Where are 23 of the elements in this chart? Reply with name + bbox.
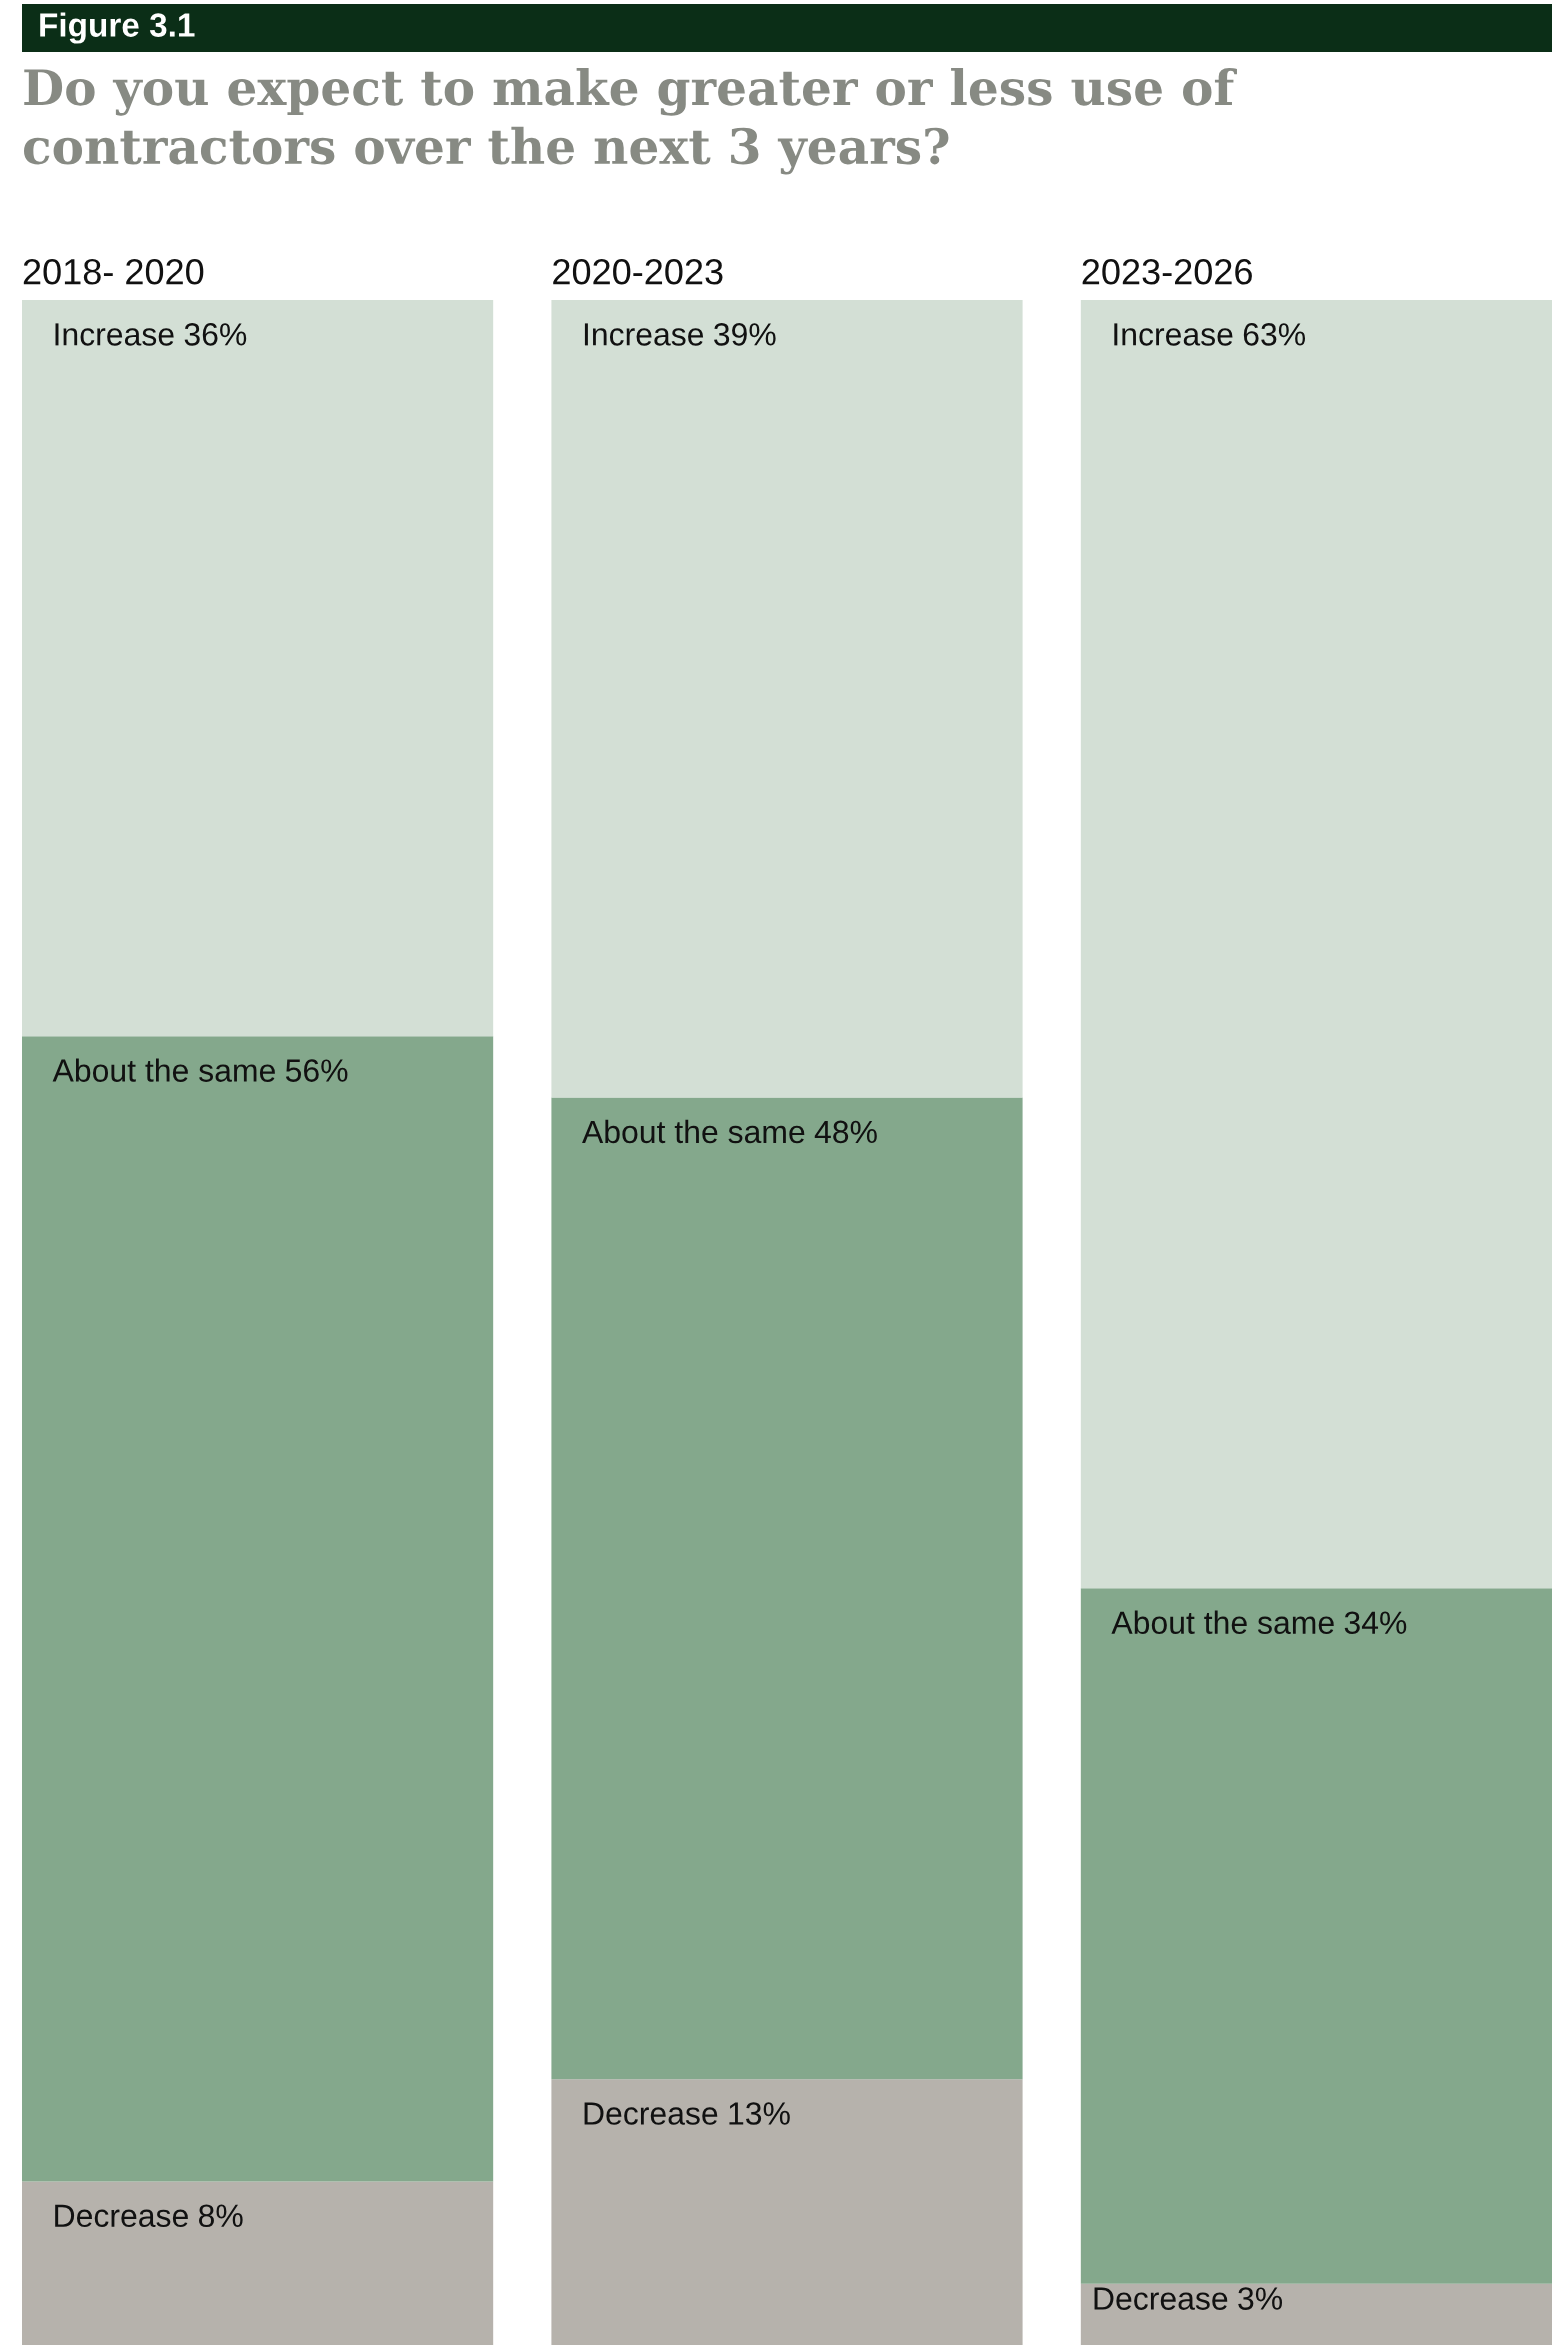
chart-title: Do you expect to make greater or less use of contractors over the next 3 years?	[24, 68, 1237, 175]
text: Increase	[584, 323, 704, 346]
data-label: 56%	[285, 1059, 348, 1082]
data-label: 63%	[1243, 323, 1306, 346]
data-label: 8%	[198, 2204, 243, 2228]
x-tick-label: 2023-2026	[1082, 258, 1252, 285]
caption: Figure 3.1	[40, 12, 195, 44]
data-label: 34%	[1344, 1611, 1407, 1635]
text: About the same	[582, 1119, 805, 1144]
x-tick-label: 2018- 2020	[23, 258, 204, 285]
data-label: 39%	[714, 323, 776, 346]
data-label: 13%	[729, 2102, 790, 2125]
text: About the same	[1111, 1610, 1334, 1635]
data-label: 36%	[184, 323, 247, 346]
text: Decrease	[584, 2102, 718, 2125]
data-label: 48%	[814, 1120, 877, 1144]
x-tick-label: 2020-2023	[553, 258, 723, 285]
series-label: Decrease	[1094, 2287, 1228, 2310]
text: Increase	[1114, 323, 1233, 346]
series-label: About the same	[52, 1058, 275, 1082]
data-label: 3%	[1238, 2287, 1283, 2310]
text: Decrease	[55, 2204, 188, 2228]
series-label: Increase	[55, 323, 174, 346]
